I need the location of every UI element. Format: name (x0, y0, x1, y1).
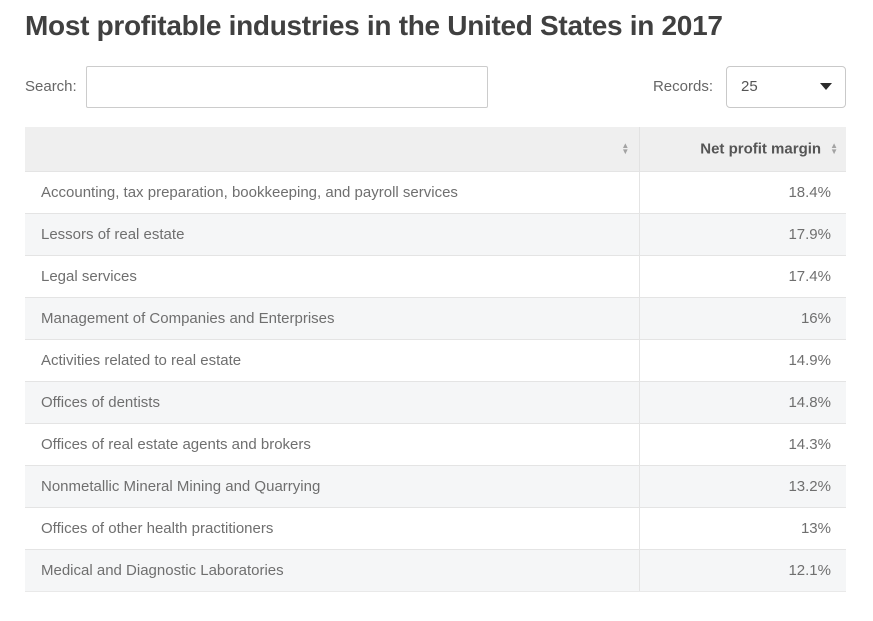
sort-icon[interactable]: ▲ ▼ (621, 140, 630, 156)
table-header-row: ▲ ▼ Net profit margin ▲ ▼ (25, 126, 846, 172)
industry-cell: Offices of real estate agents and broker… (25, 423, 640, 466)
margin-cell: 18.4% (639, 171, 846, 214)
margin-cell: 13% (639, 507, 846, 550)
industry-cell: Activities related to real estate (25, 339, 640, 382)
industries-table: ▲ ▼ Net profit margin ▲ ▼ Accounting, ta… (25, 126, 846, 593)
table-row[interactable]: Offices of dentists 14.8% (25, 381, 846, 424)
column-header-industry[interactable]: ▲ ▼ (25, 126, 640, 172)
table-row[interactable]: Management of Companies and Enterprises … (25, 297, 846, 340)
table-row[interactable]: Nonmetallic Mineral Mining and Quarrying… (25, 465, 846, 508)
margin-cell: 14.8% (639, 381, 846, 424)
margin-cell: 16% (639, 297, 846, 340)
records-select[interactable]: 25 (726, 65, 846, 108)
industry-cell: Management of Companies and Enterprises (25, 297, 640, 340)
industry-cell: Nonmetallic Mineral Mining and Quarrying (25, 465, 640, 508)
margin-cell: 14.9% (639, 339, 846, 382)
search-group: Search: (25, 65, 488, 108)
table-row[interactable]: Lessors of real estate 17.9% (25, 213, 846, 256)
search-input[interactable] (85, 65, 488, 108)
table-controls: Search: Records: 25 (25, 65, 846, 108)
industry-cell: Offices of dentists (25, 381, 640, 424)
records-group: Records: 25 (652, 65, 846, 108)
sort-up-icon: ▲ (621, 140, 630, 150)
statistic-page: Most profitable industries in the United… (25, 10, 846, 593)
sort-down-icon: ▼ (830, 146, 838, 156)
table-row[interactable]: Medical and Diagnostic Laboratories 12.1… (25, 549, 846, 593)
margin-cell: 12.1% (639, 549, 846, 593)
sort-down-icon: ▼ (621, 146, 630, 156)
industry-cell: Accounting, tax preparation, bookkeeping… (25, 171, 640, 214)
table-row[interactable]: Accounting, tax preparation, bookkeeping… (25, 171, 846, 214)
records-label: Records: (652, 78, 713, 96)
margin-cell: 14.3% (639, 423, 846, 466)
column-header-label: Net profit margin (700, 140, 822, 158)
margin-cell: 13.2% (639, 465, 846, 508)
page-title: Most profitable industries in the United… (25, 10, 723, 41)
chevron-down-icon (820, 83, 832, 91)
industry-cell: Lessors of real estate (25, 213, 640, 256)
sort-icon[interactable]: ▲ ▼ (830, 140, 838, 156)
margin-cell: 17.4% (639, 255, 846, 298)
sort-up-icon: ▲ (830, 140, 838, 150)
table-row[interactable]: Legal services 17.4% (25, 255, 846, 298)
industry-cell: Offices of other health practitioners (25, 507, 640, 550)
table-row[interactable]: Offices of real estate agents and broker… (25, 423, 846, 466)
table-row[interactable]: Offices of other health practitioners 13… (25, 507, 846, 550)
search-label: Search: (25, 78, 77, 96)
industry-cell: Legal services (25, 255, 640, 298)
table-row[interactable]: Activities related to real estate 14.9% (25, 339, 846, 382)
margin-cell: 17.9% (639, 213, 846, 256)
column-header-net-profit-margin[interactable]: Net profit margin ▲ ▼ (639, 126, 846, 172)
records-selected-value: 25 (741, 78, 758, 96)
industry-cell: Medical and Diagnostic Laboratories (25, 549, 640, 593)
